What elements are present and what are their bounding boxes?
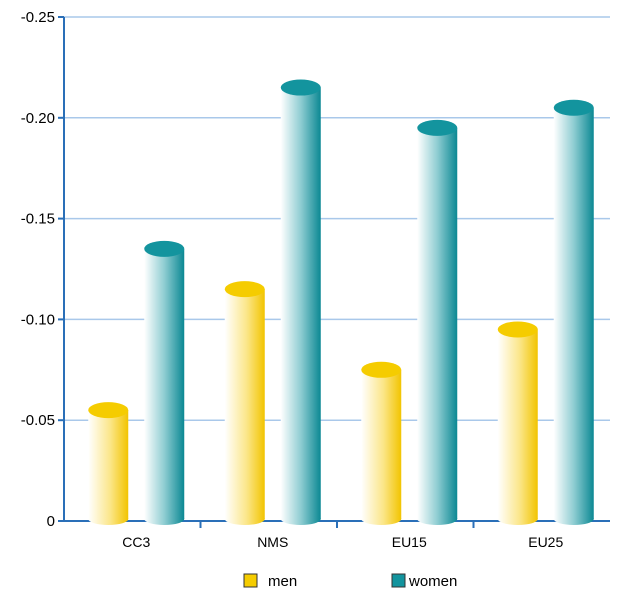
bar-body: [280, 87, 321, 519]
bar-base: [497, 513, 538, 525]
x-tick-label: EU25: [528, 534, 563, 550]
bar-body: [361, 369, 402, 519]
bar-cap: [497, 321, 538, 338]
bar-women-nms: [280, 79, 321, 525]
bar-cap: [88, 402, 129, 419]
bar-base: [280, 513, 321, 525]
bar-cap: [224, 281, 265, 298]
legend-label-men: men: [268, 573, 297, 590]
x-tick-label: CC3: [122, 534, 150, 550]
bar-men-eu15: [361, 361, 402, 525]
legend-swatch-women: [391, 573, 406, 588]
y-tick-label: 0: [47, 513, 55, 530]
bar-body: [417, 127, 458, 519]
bar-cap: [417, 119, 458, 136]
bar-base: [144, 513, 185, 525]
bar-body: [224, 289, 265, 519]
bars: [88, 79, 594, 525]
x-tick-label: NMS: [257, 534, 288, 550]
bar-base: [224, 513, 265, 525]
bar-women-cc3: [144, 240, 185, 525]
bar-body: [553, 107, 594, 519]
bar-body: [497, 329, 538, 519]
bar-cap: [361, 361, 402, 378]
bar-cap: [553, 99, 594, 116]
bar-body: [88, 410, 129, 519]
x-tick-label: EU15: [392, 534, 427, 550]
bar-cap: [144, 240, 185, 257]
legend: men women: [243, 573, 457, 590]
bar-cap: [280, 79, 321, 96]
tick-labels: 0 -0.05 -0.10 -0.15 -0.20 -0.25 CC3 NMS EU15 EU25: [21, 9, 564, 550]
y-tick-label: -0.10: [21, 311, 55, 328]
bar-base: [361, 513, 402, 525]
legend-swatch-men: [243, 573, 258, 588]
legend-label-women: women: [408, 573, 457, 590]
bar-women-eu25: [553, 99, 594, 525]
y-tick-label: -0.15: [21, 211, 55, 228]
y-tick-label: -0.25: [21, 9, 55, 26]
bar-base: [88, 513, 129, 525]
bar-men-nms: [224, 281, 265, 525]
bar-men-cc3: [88, 402, 129, 525]
bar-men-eu25: [497, 321, 538, 525]
bar-body: [144, 248, 185, 519]
bar-women-eu15: [417, 119, 458, 525]
bar-base: [553, 513, 594, 525]
bar-base: [417, 513, 458, 525]
y-tick-label: -0.05: [21, 412, 55, 429]
y-tick-label: -0.20: [21, 110, 55, 127]
